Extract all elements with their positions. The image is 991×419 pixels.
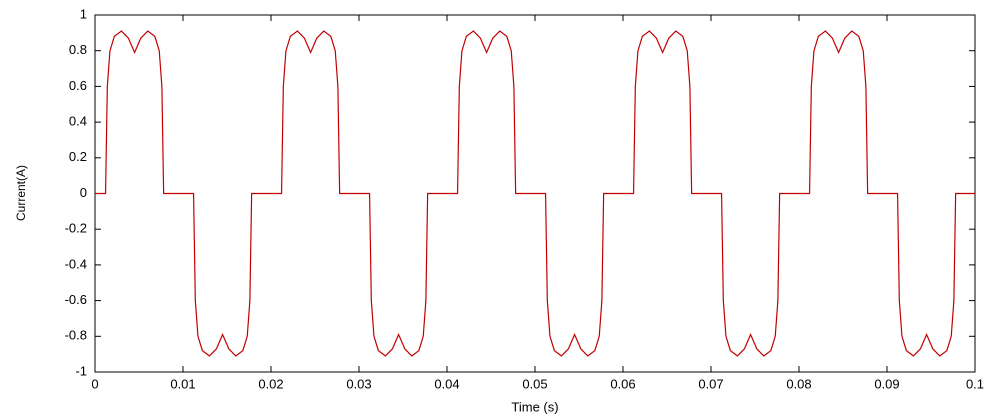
y-tick-label: -0.4	[65, 256, 87, 271]
y-tick-label: 0	[80, 185, 87, 200]
y-tick-label: 1	[80, 6, 87, 21]
x-tick-label: 0.1	[966, 376, 984, 391]
y-tick-label: 0.8	[69, 42, 87, 57]
x-tick-label: 0.02	[258, 376, 283, 391]
y-tick-label: -0.6	[65, 292, 87, 307]
data-line	[95, 30, 975, 357]
y-tick-label: -0.8	[65, 328, 87, 343]
x-tick-label: 0.03	[346, 376, 371, 391]
y-tick-label: -1	[75, 363, 87, 378]
x-tick-label: 0	[91, 376, 98, 391]
x-tick-label: 0.07	[698, 376, 723, 391]
x-tick-label: 0.08	[786, 376, 811, 391]
x-tick-label: 0.04	[434, 376, 459, 391]
y-tick-label: 0.6	[69, 78, 87, 93]
x-axis-label: Time (s)	[511, 399, 558, 414]
y-tick-label: 0.4	[69, 114, 87, 129]
x-tick-label: 0.05	[522, 376, 547, 391]
x-tick-label: 0.09	[874, 376, 899, 391]
y-tick-label: -0.2	[65, 221, 87, 236]
y-axis-label: Current(A)	[14, 165, 28, 221]
x-tick-label: 0.01	[170, 376, 195, 391]
y-tick-label: 0.2	[69, 149, 87, 164]
x-tick-label: 0.06	[610, 376, 635, 391]
